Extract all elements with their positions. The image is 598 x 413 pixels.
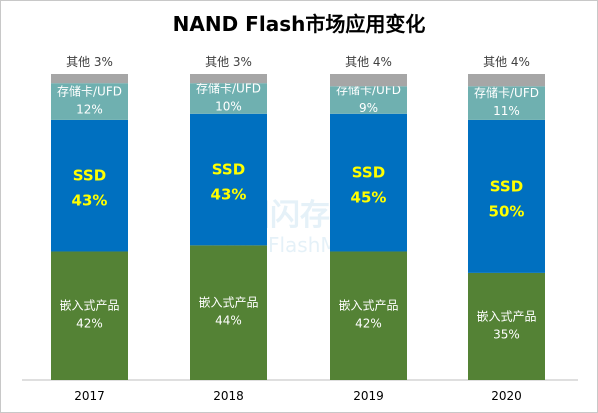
data-label-2019-0: 42% (355, 317, 382, 331)
bar-segment-2017-2 (51, 83, 128, 120)
data-label-2017-other: 其他 3% (66, 55, 113, 69)
data-label-2020-2: 11% (493, 104, 520, 118)
bar-segment-2018-0 (190, 245, 267, 380)
series-label-2020-2: 存储卡/UFD (474, 85, 539, 100)
bar-segment-2019-0 (330, 251, 407, 380)
bar-segment-2020-1 (468, 119, 545, 273)
data-label-2020-other: 其他 4% (483, 55, 530, 69)
x-tick-label-2019: 2019 (353, 389, 384, 403)
bar-segment-2019-3 (330, 74, 407, 87)
series-label-2017-2: 存储卡/UFD (57, 84, 122, 99)
bar-segment-2018-2 (190, 83, 267, 114)
series-label-2017-0: 嵌入式产品 (59, 299, 119, 313)
data-label-2020-ssd: 50% (489, 202, 525, 220)
data-label-2017-0: 42% (76, 317, 103, 331)
bar-segment-2017-0 (51, 251, 128, 380)
x-tick-label-2017: 2017 (74, 389, 105, 403)
chart-title: NAND Flash市场应用变化 (172, 12, 426, 36)
series-label-2018-0: 嵌入式产品 (198, 296, 258, 310)
data-label-2018-2: 10% (215, 99, 242, 113)
data-label-2018-ssd: 43% (211, 186, 247, 204)
bar-segment-2020-2 (468, 86, 545, 120)
data-label-2017-2: 12% (76, 103, 103, 117)
data-label-2019-ssd: 45% (351, 189, 387, 207)
series-label-2018-ssd: SSD (212, 161, 245, 179)
x-tick-label-2020: 2020 (491, 389, 522, 403)
data-label-2018-0: 44% (215, 314, 242, 328)
bar-segment-2017-3 (51, 74, 128, 84)
series-label-2017-ssd: SSD (73, 167, 106, 185)
series-label-2018-2: 存储卡/UFD (196, 80, 261, 95)
data-label-2018-other: 其他 3% (205, 55, 252, 69)
series-label-2019-0: 嵌入式产品 (338, 299, 398, 313)
bar-segment-2020-0 (468, 272, 545, 380)
bar-segment-2018-3 (190, 74, 267, 84)
bar-segment-2019-1 (330, 113, 407, 252)
series-label-2019-ssd: SSD (352, 164, 385, 182)
bar-segment-2017-1 (51, 119, 128, 252)
data-label-2019-other: 其他 4% (345, 55, 392, 69)
bar-segment-2018-1 (190, 113, 267, 246)
series-label-2020-0: 嵌入式产品 (476, 309, 536, 323)
bar-segment-2019-2 (330, 86, 407, 114)
data-label-2017-ssd: 43% (72, 192, 108, 210)
data-label-2019-2: 9% (359, 101, 378, 115)
bar-segment-2020-3 (468, 74, 545, 87)
series-label-2020-ssd: SSD (490, 177, 523, 195)
x-tick-label-2018: 2018 (213, 389, 244, 403)
data-label-2020-0: 35% (493, 327, 520, 341)
